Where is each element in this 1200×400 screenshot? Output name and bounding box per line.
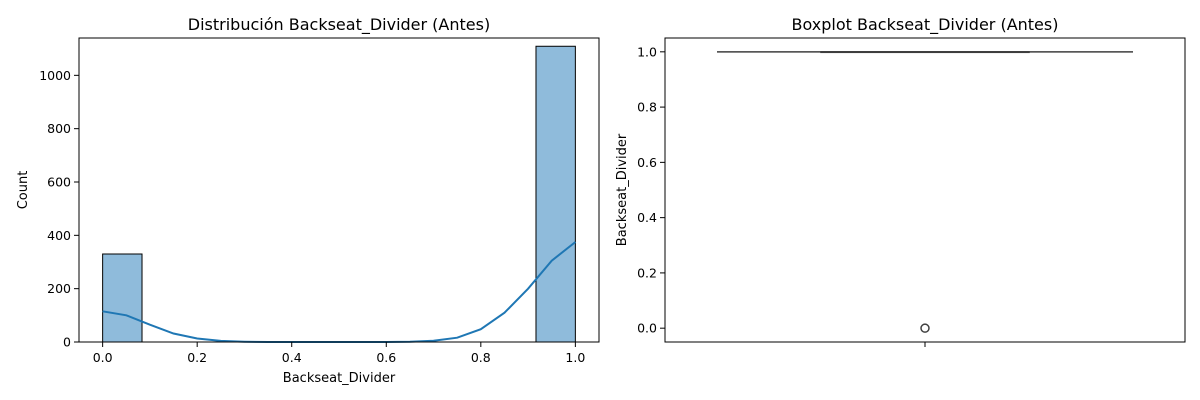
boxplot-plot-area: 0.0 0.2 0.4 0.6 0.8 1.0 xyxy=(637,44,1133,347)
boxplot-panel: Boxplot Backseat_Divider (Antes) Backsea… xyxy=(615,15,1186,347)
boxplot-ylabel: Backseat_Divider xyxy=(615,133,630,246)
histogram-xlabel: Backseat_Divider xyxy=(283,371,396,386)
y-tick-label: 0.0 xyxy=(637,321,657,336)
histogram-plot-area: 0.0 0.2 0.4 0.6 0.8 1.0 0 200 400 600 800 1000 xyxy=(39,45,585,365)
histogram-bar xyxy=(535,45,576,343)
histogram-ylabel: Count xyxy=(16,171,31,210)
boxplot-title: Boxplot Backseat_Divider (Antes) xyxy=(792,15,1059,35)
y-tick-label: 0.6 xyxy=(637,155,657,170)
kde-line xyxy=(102,241,577,343)
y-tick-label: 1.0 xyxy=(637,44,657,59)
x-tick-label: 1.0 xyxy=(565,350,585,365)
y-tick-label: 600 xyxy=(47,175,71,190)
y-tick-label: 0.4 xyxy=(637,210,657,225)
boxplot-outlier xyxy=(920,323,930,333)
y-tick-label: 0.2 xyxy=(637,265,657,280)
x-tick-label: 0.0 xyxy=(93,350,113,365)
y-tick-label: 0 xyxy=(63,335,71,350)
y-tick-label: 200 xyxy=(47,281,71,296)
histogram-frame xyxy=(78,37,600,343)
y-tick-label: 400 xyxy=(47,228,71,243)
y-tick-label: 1000 xyxy=(39,68,71,83)
x-tick-label: 0.8 xyxy=(471,350,491,365)
x-tick-label: 0.2 xyxy=(187,350,207,365)
boxplot-frame xyxy=(664,37,1186,343)
x-tick-label: 0.4 xyxy=(282,350,302,365)
y-tick-label: 800 xyxy=(47,121,71,136)
histogram-bar xyxy=(102,253,143,343)
y-tick-label: 0.8 xyxy=(637,100,657,115)
histogram-panel: Distribución Backseat_Divider (Antes) Ba… xyxy=(16,15,600,386)
x-tick-label: 0.6 xyxy=(376,350,396,365)
histogram-title: Distribución Backseat_Divider (Antes) xyxy=(188,15,490,35)
